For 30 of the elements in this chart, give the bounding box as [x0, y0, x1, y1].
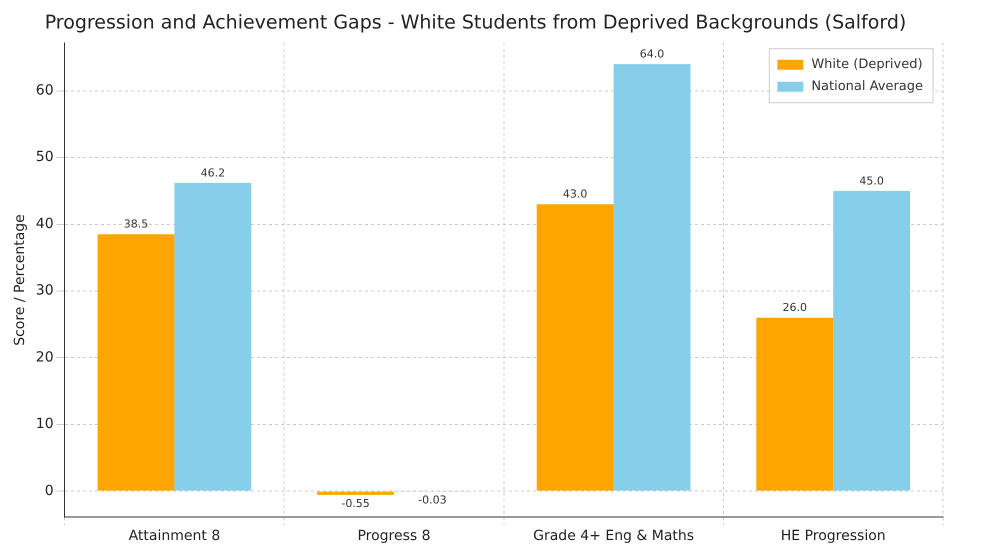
bar — [536, 204, 614, 491]
x-tick-label: Grade 4+ Eng & Maths — [533, 528, 694, 544]
bar — [614, 64, 690, 491]
y-tick-label: 0 — [44, 482, 54, 499]
y-tick-label: 60 — [36, 82, 54, 98]
legend-label: White (Deprived) — [811, 57, 923, 72]
x-tick-label: Progress 8 — [357, 528, 431, 544]
data-label: 38.5 — [124, 218, 148, 231]
y-axis-title: Score / Percentage — [12, 214, 28, 346]
data-label: 45.0 — [859, 174, 884, 188]
y-tick-label: 10 — [36, 416, 54, 432]
data-label: 46.2 — [200, 166, 226, 180]
data-label: -0.55 — [341, 497, 370, 510]
chart-title: Progression and Achievement Gaps - White Students from Deprived Backgrounds (Salford) — [44, 11, 906, 34]
y-tick-label: 40 — [36, 216, 54, 232]
bar — [317, 492, 394, 495]
data-label: 26.0 — [782, 301, 808, 314]
legend-label: National Average — [811, 79, 923, 94]
data-label: 64.0 — [640, 48, 664, 61]
y-tick-label: 30 — [36, 282, 54, 299]
bar — [756, 318, 834, 491]
y-tick-label: 20 — [36, 349, 54, 366]
x-tick-label: HE Progression — [780, 528, 886, 544]
bar — [833, 190, 910, 491]
bar — [174, 182, 252, 491]
y-tick-label: 50 — [36, 149, 54, 166]
x-tick-label: Attainment 8 — [128, 528, 220, 544]
bar — [98, 234, 174, 491]
data-label: -0.03 — [418, 494, 447, 507]
data-label: 43.0 — [562, 188, 588, 201]
